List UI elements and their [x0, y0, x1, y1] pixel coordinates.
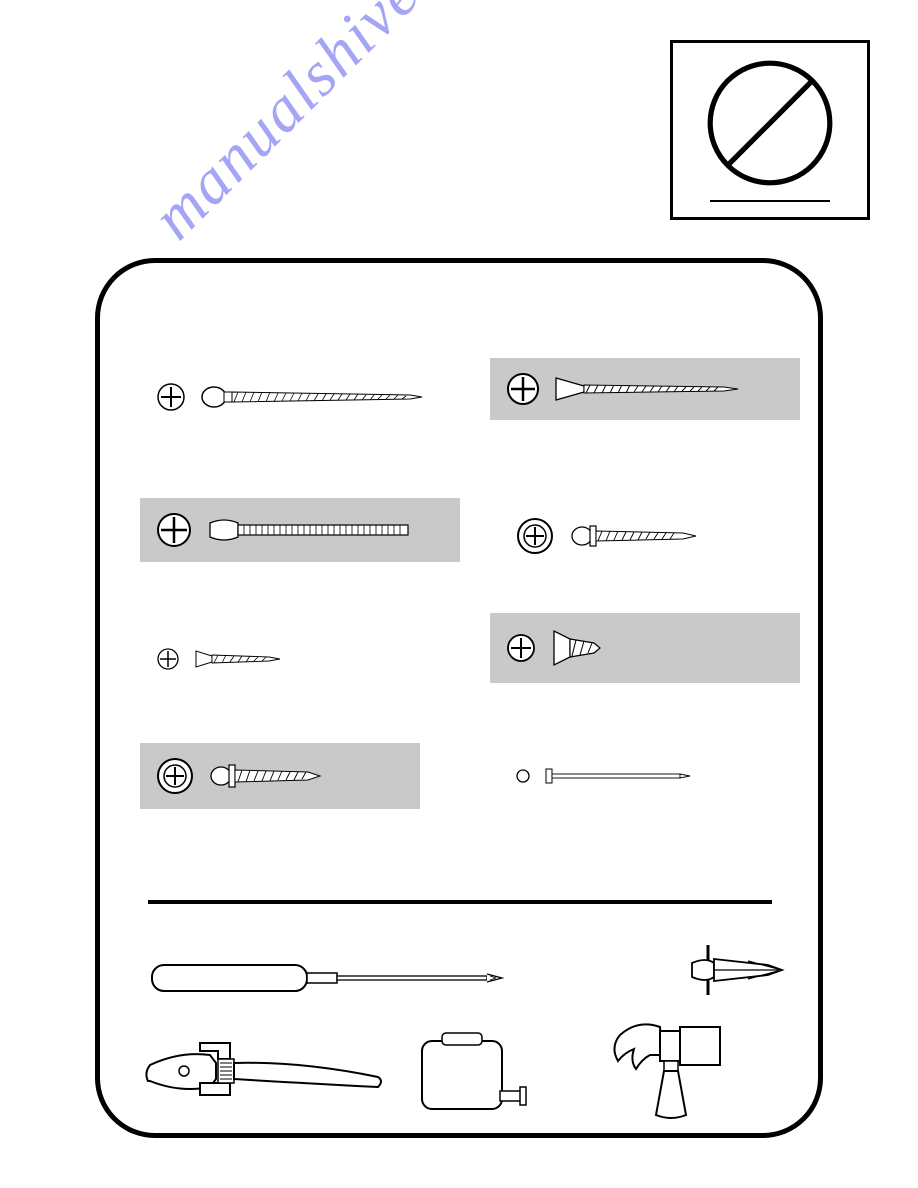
phillips-head-icon — [506, 372, 540, 406]
hw-truss-machine-screw — [140, 498, 460, 562]
screw-side-icon — [568, 520, 708, 552]
screw-side-icon — [208, 759, 328, 793]
phillips-washer-head-icon — [516, 517, 554, 555]
phillips-head-icon — [156, 382, 186, 412]
watermark-text: manualshive.com — [138, 0, 527, 254]
tape-measure-icon — [412, 1031, 532, 1121]
nail-head-icon — [516, 769, 530, 783]
warning-underline — [710, 200, 830, 202]
euro-screw-side-icon — [550, 627, 606, 669]
phillips-screwdriver-icon — [148, 953, 518, 1003]
phillips-head-icon — [156, 647, 180, 671]
hardware-grid — [100, 313, 818, 873]
hardware-panel — [95, 258, 823, 1138]
hw-pan-head-long-screw — [140, 368, 460, 426]
phillips-head-icon — [156, 512, 192, 548]
section-divider — [148, 900, 772, 904]
screw-side-icon — [194, 647, 289, 671]
claw-hammer-icon — [570, 1013, 800, 1123]
hw-small-flat-screw — [140, 633, 420, 685]
prohibit-icon — [705, 58, 835, 188]
screw-side-icon — [200, 383, 430, 411]
hw-washer-head-screw — [500, 503, 780, 569]
screw-side-icon — [206, 515, 416, 545]
hw-washer-head-short — [140, 743, 420, 809]
phillips-bit-icon — [670, 941, 790, 999]
warning-box — [670, 40, 870, 220]
hw-flat-head-wood-screw — [490, 358, 800, 420]
screw-side-icon — [554, 374, 754, 404]
hw-nail — [500, 753, 780, 799]
tools-area — [100, 923, 818, 1133]
phillips-washer-head-icon — [156, 757, 194, 795]
phillips-head-icon — [506, 633, 536, 663]
nail-side-icon — [544, 767, 694, 785]
adjustable-wrench-icon — [140, 1033, 390, 1113]
hw-euro-screw — [490, 613, 800, 683]
